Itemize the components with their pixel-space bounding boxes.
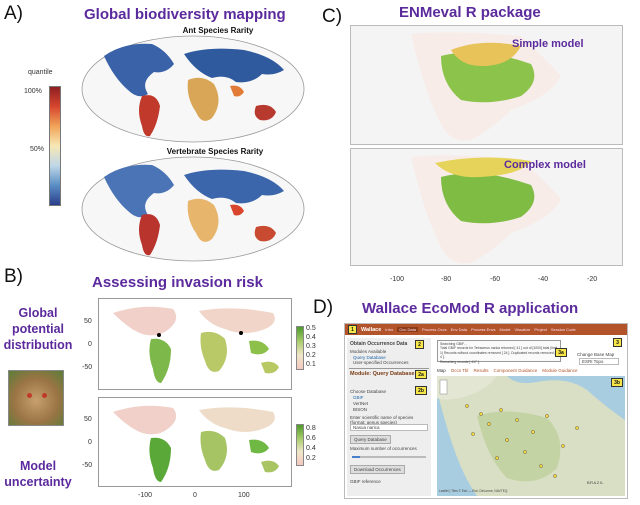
b-top-colorbar (296, 326, 304, 370)
nav-session-code[interactable]: Session Code (550, 327, 576, 332)
b-top-legend-labels: 0.5 0.4 0.3 0.2 0.1 (306, 325, 316, 368)
db-bison[interactable]: BISON (353, 407, 368, 412)
panel-d-letter: D) (313, 297, 334, 318)
b-bot-ytick-0: 0 (88, 439, 92, 446)
map-country-label: BRAZIL (587, 480, 605, 485)
change-base-map-label: Change Base Map (577, 352, 615, 357)
scientific-name-label: Enter scientific name of species (format… (350, 415, 414, 425)
species-input[interactable]: Nasua narica (350, 424, 428, 431)
b-xtick-neg100: -100 (138, 492, 153, 499)
tab-module-guidance[interactable]: Module Guidance (542, 368, 578, 373)
vertebrate-rarity-map (81, 156, 305, 262)
wallace-app-screenshot: 1 Wallace Intro Occ Data Process Occs En… (344, 323, 628, 499)
c-xtick-neg20: -20 (587, 276, 598, 283)
app-sidebar: Obtain Occurrence Data 2 Modules Availab… (347, 338, 431, 496)
callout-1: 1 (348, 325, 357, 334)
quantile-colorbar (49, 86, 61, 206)
gbif-reference: GBIF reference (350, 479, 381, 484)
tab-results[interactable]: Results (473, 368, 489, 373)
legend-50-label: 50% (30, 146, 45, 153)
base-map-select[interactable]: ESRI Topo (579, 358, 619, 365)
legend-100-label: 100% (24, 88, 42, 95)
callout-3: 3 (613, 338, 622, 347)
b-top-ytick-neg50: -50 (82, 364, 93, 371)
ant-rarity-map (81, 35, 305, 143)
map-tabs: Map Occs Tbl Results Component Guidance … (437, 368, 578, 373)
tab-occs-tbl[interactable]: Occs Tbl (450, 368, 469, 373)
simple-model-label: Simple model (512, 38, 584, 50)
panel-c-title: ENMeval R package (399, 4, 541, 21)
choose-db-label: Choose Database (350, 389, 387, 394)
nav-env-data[interactable]: Env Data (450, 327, 468, 332)
db-gbif[interactable]: GBIF (353, 395, 364, 400)
callout-3a: 3a (555, 348, 567, 357)
mongoose-photo (8, 370, 64, 426)
option-user-occs[interactable]: User-specified Occurrences (353, 360, 409, 365)
b-bot-legend-labels: 0.8 0.6 0.4 0.2 (306, 425, 316, 462)
c-xtick-neg60: -60 (490, 276, 501, 283)
leaflet-map[interactable]: 3b BRAZIL Leaflet | Tiles © Esri — Esri,… (437, 376, 625, 496)
b-xtick-0: 0 (193, 492, 197, 499)
callout-2a: 2a (415, 370, 427, 379)
map-attribution: Leaflet | Tiles © Esri — Esri, DeLorme, … (439, 489, 508, 493)
max-records-slider[interactable] (352, 456, 426, 458)
c-xtick-neg100: -100 (390, 276, 405, 283)
invasion-risk-map (98, 298, 292, 390)
download-occurrences-button[interactable]: Download Occurrences (350, 465, 405, 474)
nav-intro[interactable]: Intro (385, 327, 394, 332)
nav-project[interactable]: Project (534, 327, 547, 332)
model-uncertainty-label: Model uncertainty (4, 459, 72, 489)
b-bot-ytick-50: 50 (84, 416, 92, 423)
query-database-button[interactable]: Query Database (350, 435, 391, 444)
complex-model-map (350, 148, 623, 266)
module-header: Module: Query Database (350, 371, 415, 377)
global-potential-label: Global potential distribution (3, 306, 73, 352)
db-vertnet[interactable]: VertNet (353, 401, 369, 406)
panel-b-letter: B) (4, 266, 23, 287)
log-window: Searching GBIF... Total GBIF records for… (437, 340, 561, 364)
tab-component-guidance[interactable]: Component Guidance (493, 368, 538, 373)
model-uncertainty-map (98, 397, 292, 487)
b-top-ytick-0: 0 (88, 341, 92, 348)
panel-c-letter: C) (322, 6, 343, 27)
sidebar-title: Obtain Occurrence Data (350, 341, 408, 347)
nav-process-occs[interactable]: Process Occs (421, 327, 447, 332)
callout-3b: 3b (611, 378, 623, 387)
modules-available: Modules Available (350, 349, 387, 354)
panel-a-letter: A) (4, 3, 23, 24)
option-query-db[interactable]: Query Database (353, 355, 386, 360)
nav-model[interactable]: Model (499, 327, 511, 332)
max-records-label: Maximum number of occurrences (350, 446, 417, 451)
vertebrate-rarity-subtitle: Vertebrate Species Rarity (166, 147, 264, 156)
panel-d-title: Wallace EcoMod R application (362, 300, 579, 317)
ant-rarity-subtitle: Ant Species Rarity (182, 26, 254, 35)
legend-quantile-title: quantile (28, 69, 53, 76)
callout-2b: 2b (415, 386, 427, 395)
panel-a-title: Global biodiversity mapping (84, 6, 286, 23)
app-navbar: 1 Wallace Intro Occ Data Process Occs En… (345, 324, 627, 335)
c-xtick-neg40: -40 (538, 276, 549, 283)
b-xtick-100: 100 (238, 492, 250, 499)
b-bot-colorbar (296, 424, 304, 466)
simple-model-map (350, 25, 623, 145)
tab-map[interactable]: Map (437, 368, 446, 373)
b-bot-ytick-neg50: -50 (82, 462, 93, 469)
complex-model-label: Complex model (504, 159, 586, 171)
c-xtick-neg80: -80 (441, 276, 452, 283)
callout-2: 2 (415, 340, 424, 349)
nav-process-envs[interactable]: Process Envs (471, 327, 496, 332)
panel-b-title: Assessing invasion risk (92, 274, 263, 291)
nav-visualize[interactable]: Visualize (514, 327, 531, 332)
b-top-ytick-50: 50 (84, 318, 92, 325)
app-brand: Wallace (361, 326, 382, 333)
nav-occ-data[interactable]: Occ Data (397, 327, 418, 332)
